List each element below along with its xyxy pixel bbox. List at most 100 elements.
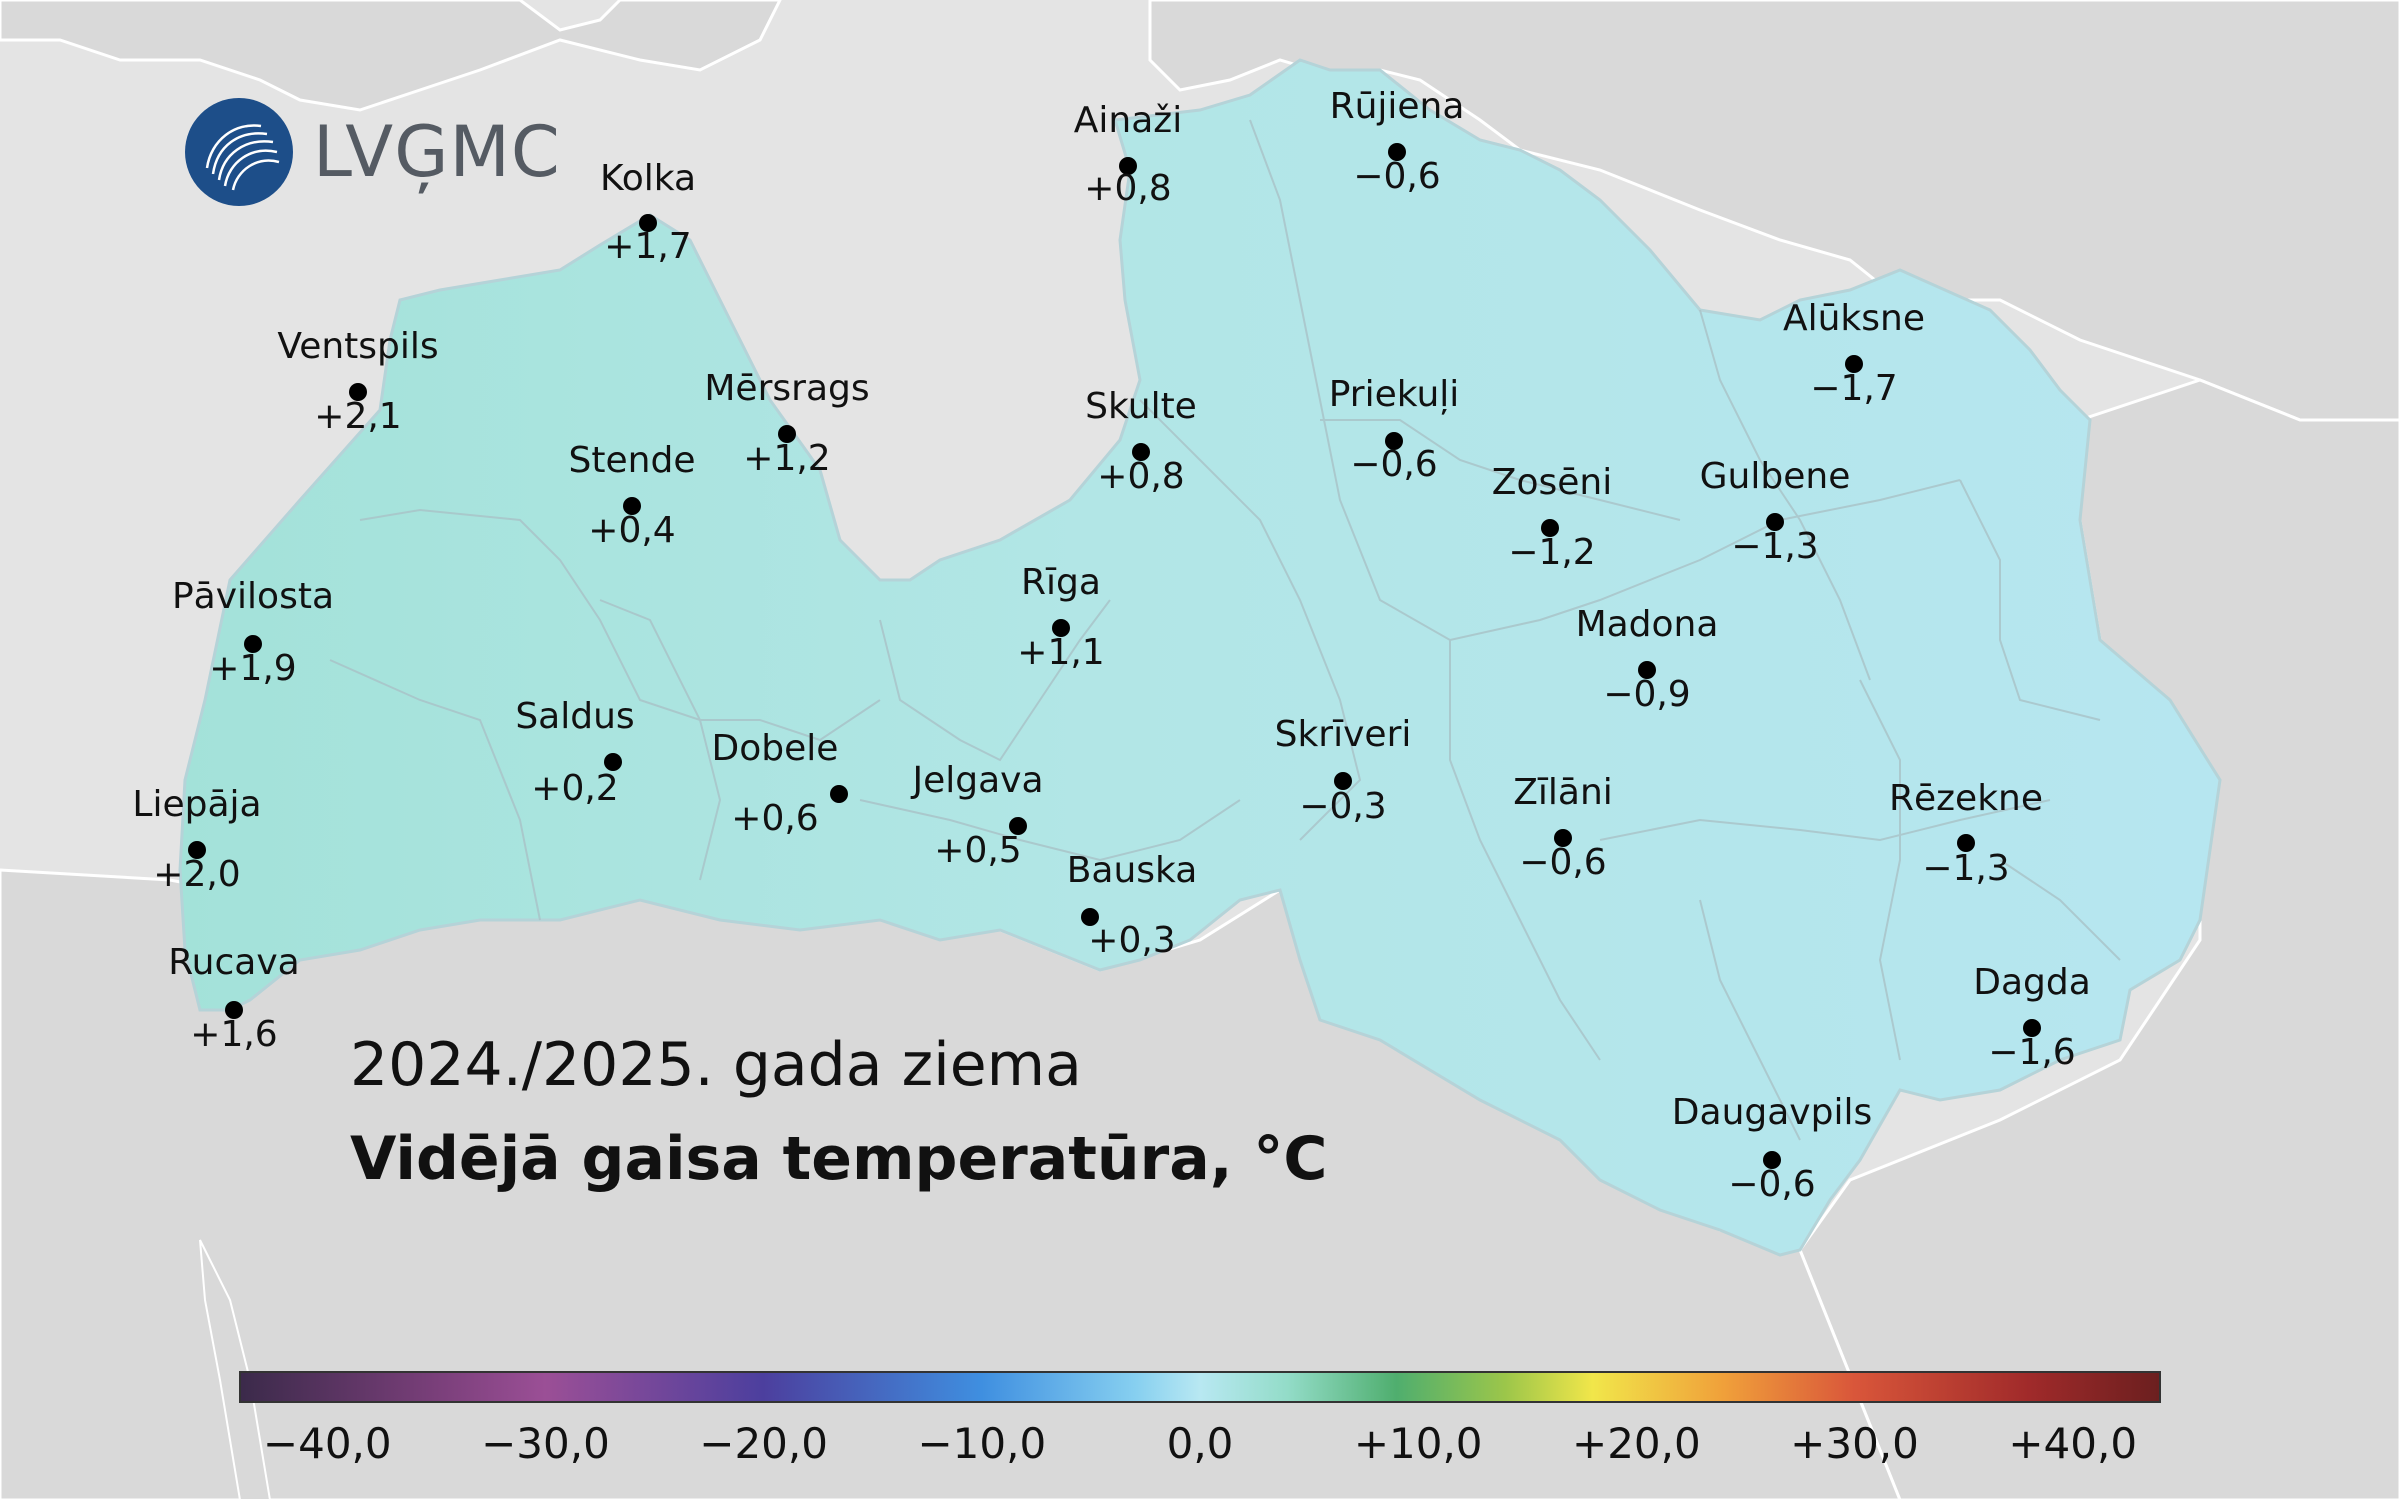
- station-rezekne: Rēzekne −1,3: [1889, 778, 2043, 889]
- station-value: +0,8: [1097, 456, 1184, 497]
- station-kolka: Kolka +1,7: [600, 158, 696, 267]
- station-dot: [225, 1001, 243, 1019]
- station-name: Stende: [569, 440, 696, 481]
- station-dobele: Dobele +0,6: [712, 728, 848, 839]
- stations-layer: Kolka +1,7 Ventspils +2,1 Mērsrags +1,2 Stende…: [132, 86, 2090, 1205]
- station-dot: [1052, 619, 1070, 637]
- station-name: Dobele: [712, 728, 839, 769]
- station-value: +1,7: [604, 226, 691, 267]
- station-rujiena: Rūjiena −0,6: [1330, 86, 1465, 197]
- station-value: −0,6: [1350, 444, 1437, 485]
- station-name: Kolka: [600, 158, 696, 199]
- station-ainazi: Ainaži +0,8: [1074, 100, 1182, 209]
- station-mersrags: Mērsrags +1,2: [704, 368, 869, 479]
- station-bauska: Bauska +0,3: [1067, 850, 1198, 961]
- colorbar-ticks: −40,0 −30,0 −20,0 −10,0 0,0 +10,0 +20,0 +30,0 +4…: [263, 1419, 2137, 1468]
- station-name: Skrīveri: [1275, 714, 1412, 755]
- logo: LVĢMC: [183, 96, 561, 208]
- station-value: +1,2: [743, 438, 830, 479]
- station-dot: [244, 635, 262, 653]
- station-dot: [1957, 834, 1975, 852]
- station-dot: [1119, 157, 1137, 175]
- station-value: +1,6: [190, 1014, 277, 1055]
- station-value: −0,3: [1299, 786, 1386, 827]
- station-value: +0,8: [1084, 168, 1171, 209]
- station-name: Saldus: [515, 696, 634, 737]
- station-dot: [623, 497, 641, 515]
- station-value: +0,5: [934, 830, 1021, 871]
- station-dot: [1554, 829, 1572, 847]
- station-name: Rēzekne: [1889, 778, 2043, 819]
- station-pavilosta: Pāvilosta +1,9: [172, 576, 334, 689]
- station-aluksne: Alūksne −1,7: [1783, 298, 1925, 409]
- lvgmc-logo-icon: [185, 98, 293, 206]
- station-stende: Stende +0,4: [569, 440, 696, 551]
- station-dot: [1081, 908, 1099, 926]
- colorbar-tick-label: +40,0: [2008, 1419, 2137, 1468]
- station-dot: [1334, 772, 1352, 790]
- station-dot: [1132, 443, 1150, 461]
- station-dot: [1388, 143, 1406, 161]
- map-title-variable: Vidējā gaisa temperatūra, °C: [350, 1124, 1328, 1194]
- station-dot: [1766, 513, 1784, 531]
- station-value: −1,6: [1988, 1032, 2075, 1073]
- colorbar-tick-label: −40,0: [263, 1419, 392, 1468]
- station-value: +1,1: [1017, 632, 1104, 673]
- station-value: +2,1: [314, 396, 401, 437]
- station-name: Ventspils: [277, 326, 438, 367]
- station-skriveri: Skrīveri −0,3: [1275, 714, 1412, 827]
- station-name: Mērsrags: [704, 368, 869, 409]
- station-dagda: Dagda −1,6: [1973, 962, 2091, 1073]
- station-dot: [1009, 817, 1027, 835]
- colorbar-tick-label: +30,0: [1790, 1419, 1919, 1468]
- admin-boundaries: [329, 119, 2121, 1141]
- station-value: −0,6: [1519, 842, 1606, 883]
- station-madona: Madona −0,9: [1576, 604, 1719, 715]
- station-zilani: Zīlāni −0,6: [1513, 772, 1613, 883]
- station-value: −1,2: [1508, 532, 1595, 573]
- station-value: +0,2: [531, 768, 618, 809]
- station-value: −1,7: [1810, 368, 1897, 409]
- station-skulte: Skulte +0,8: [1085, 386, 1197, 497]
- station-name: Rīga: [1021, 562, 1101, 603]
- station-name: Zīlāni: [1513, 772, 1613, 813]
- colorbar-tick-label: −10,0: [917, 1419, 1046, 1468]
- colorbar-tick-label: +10,0: [1354, 1419, 1483, 1468]
- station-dot: [830, 785, 848, 803]
- station-saldus: Saldus +0,2: [515, 696, 634, 809]
- station-value: −0,9: [1603, 674, 1690, 715]
- station-dot: [604, 753, 622, 771]
- station-name: Gulbene: [1700, 456, 1851, 497]
- station-liepaja: Liepāja +2,0: [132, 784, 261, 895]
- station-name: Daugavpils: [1672, 1092, 1872, 1133]
- station-value: +0,6: [731, 798, 818, 839]
- station-gulbene: Gulbene −1,3: [1700, 456, 1851, 567]
- station-dot: [1638, 661, 1656, 679]
- station-value: +0,4: [588, 510, 675, 551]
- logo-text: LVĢMC: [313, 111, 561, 193]
- colorbar-tick-label: −30,0: [481, 1419, 610, 1468]
- station-dot: [1763, 1151, 1781, 1169]
- station-jelgava: Jelgava +0,5: [910, 760, 1043, 871]
- station-name: Madona: [1576, 604, 1719, 645]
- station-dot: [639, 214, 657, 232]
- station-value: −1,3: [1922, 848, 2009, 889]
- station-name: Liepāja: [132, 784, 261, 825]
- station-name: Pāvilosta: [172, 576, 334, 617]
- station-name: Rūjiena: [1330, 86, 1465, 127]
- station-name: Alūksne: [1783, 298, 1925, 339]
- station-value: +0,3: [1088, 920, 1175, 961]
- station-name: Rucava: [168, 942, 299, 983]
- station-name: Bauska: [1067, 850, 1198, 891]
- latvia-territory: [178, 58, 2222, 1257]
- station-name: Skulte: [1085, 386, 1197, 427]
- station-value: −0,6: [1728, 1164, 1815, 1205]
- station-value: −1,3: [1731, 526, 1818, 567]
- station-zoseni: Zosēni −1,2: [1492, 462, 1612, 573]
- land-saaremaa: [0, 0, 782, 112]
- colorbar: [239, 1371, 2161, 1403]
- station-value: +2,0: [153, 854, 240, 895]
- station-riga: Rīga +1,1: [1017, 562, 1104, 673]
- station-name: Dagda: [1973, 962, 2091, 1003]
